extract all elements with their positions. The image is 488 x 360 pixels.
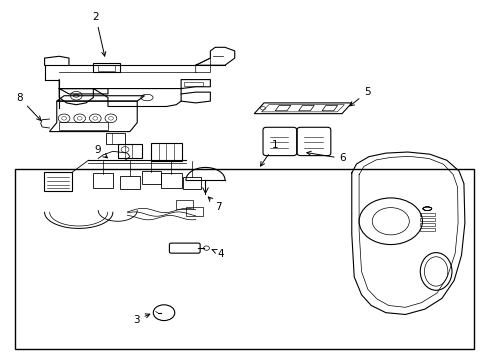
Text: 6: 6 (306, 151, 346, 163)
Text: 3: 3 (133, 314, 149, 325)
Text: 5: 5 (349, 87, 370, 106)
Text: 8: 8 (16, 93, 41, 121)
Text: 2: 2 (92, 12, 105, 56)
Bar (183, 82, 203, 86)
Bar (93, 63, 120, 72)
Bar (59, 122, 108, 130)
Text: 9: 9 (94, 144, 107, 158)
Text: 7: 7 (208, 197, 222, 212)
Bar (419, 213, 434, 216)
Bar (185, 207, 203, 216)
Bar (15, 169, 473, 348)
Text: 4: 4 (212, 248, 224, 258)
Bar (176, 200, 193, 209)
Bar (98, 65, 115, 71)
Bar (419, 228, 434, 231)
Text: 1: 1 (260, 140, 278, 166)
Bar (105, 134, 125, 144)
Bar (419, 223, 434, 226)
Bar (118, 144, 142, 158)
Bar (419, 218, 434, 221)
